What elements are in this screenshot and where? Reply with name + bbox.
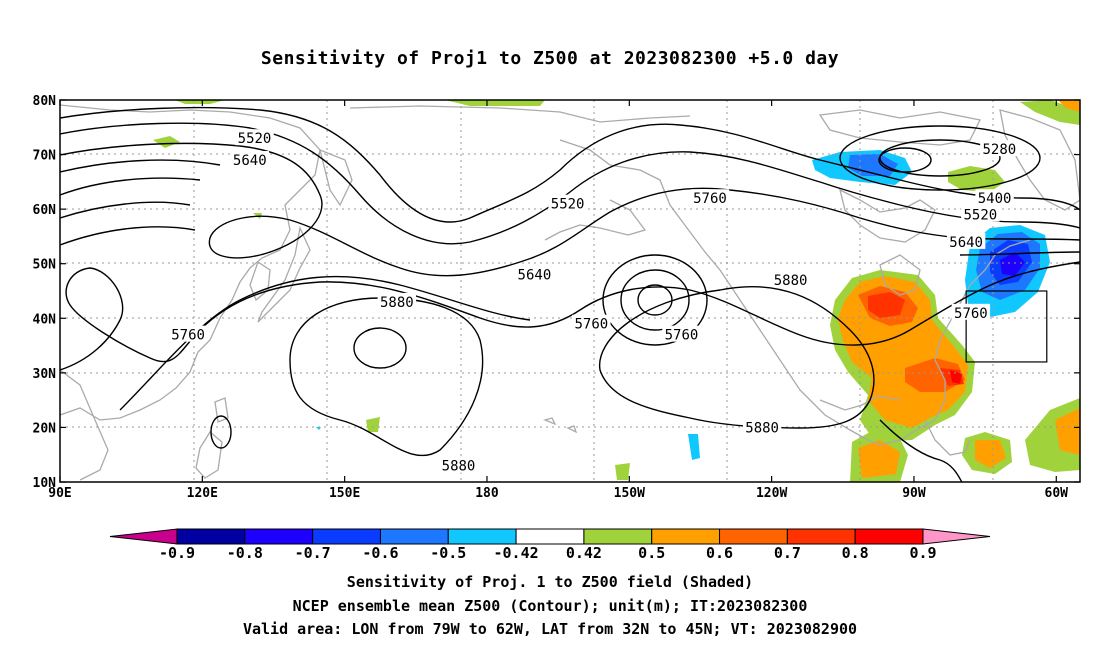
colorbar-segment <box>447 528 517 545</box>
lat-tick-label: 30N <box>33 367 57 382</box>
lon-tick-label: 150W <box>614 486 645 501</box>
colorbar-segment <box>379 528 449 545</box>
contour-label: 5640 <box>233 153 267 169</box>
colorbar-label: -0.42 <box>494 544 539 562</box>
contour-label: 5520 <box>551 197 585 213</box>
colorbar-label: -0.6 <box>362 544 398 562</box>
contour-label: 5520 <box>238 131 272 147</box>
lat-tick-label: 40N <box>33 312 57 327</box>
contour-label: 5520 <box>964 208 998 224</box>
colorbar: -0.9 -0.8 -0.7 -0.6 -0.5 -0.42 0.42 0.5 0.6 0.7 0.… <box>109 528 991 562</box>
lat-tick-label: 10N <box>33 476 57 491</box>
lon-tick-label: 90W <box>902 486 926 501</box>
contour-label-bg <box>572 314 611 331</box>
lat-tick-label: 70N <box>33 149 57 164</box>
contour-label-bg <box>377 292 417 309</box>
colorbar-segment <box>176 528 246 545</box>
colorbar-label: -0.5 <box>430 544 466 562</box>
lat-tick-label: 80N <box>33 94 57 109</box>
contour-label-bg <box>771 271 810 288</box>
colorbar-segment <box>651 528 721 545</box>
contour-label: 5280 <box>982 142 1016 158</box>
contour-label-bg <box>230 151 269 168</box>
contour-label-bg <box>951 303 991 320</box>
contour-label-bg <box>548 194 587 211</box>
contour-label-bg <box>235 129 274 146</box>
lon-tick-label: 120W <box>756 486 787 501</box>
contour-label: 5880 <box>442 459 476 475</box>
colorbar-label: -0.7 <box>295 544 331 562</box>
colorbar-segment <box>719 528 788 545</box>
contour-label: 5880 <box>380 295 414 311</box>
colorbar-segment <box>786 528 856 545</box>
map-frame <box>59 99 1081 483</box>
contour-label: 5760 <box>954 306 988 322</box>
contour-label-bg <box>662 325 701 342</box>
lon-tick-label: 120E <box>187 486 218 501</box>
lon-tick-label: 150E <box>329 486 360 501</box>
colorbar-segment <box>583 528 653 545</box>
lat-tick-label: 60N <box>33 203 57 218</box>
lat-tick-label: 20N <box>33 421 57 436</box>
contour-label-bg <box>168 325 208 342</box>
footer-line-3: Valid area: LON from 79W to 62W, LAT fro… <box>242 620 858 638</box>
colorbar-segment <box>244 528 314 545</box>
lon-tick-label: 60W <box>1045 486 1069 501</box>
contour-label: 5760 <box>574 317 608 333</box>
contour-label: 5640 <box>949 235 983 251</box>
lon-tick-label: 90E <box>48 486 71 501</box>
contour-label: 5880 <box>774 273 808 289</box>
sensitivity-shading <box>153 100 1080 482</box>
contour-label: 5760 <box>171 328 205 344</box>
map-title: Sensitivity of Proj1 to Z500 at 20230823… <box>260 48 840 69</box>
contour-label: 5640 <box>518 268 552 284</box>
colorbar-label: 0.42 <box>566 544 602 562</box>
colorbar-low-arrow <box>109 528 178 545</box>
colorbar-segment <box>854 528 924 545</box>
contour-label: 5400 <box>978 191 1012 207</box>
colorbar-segment <box>312 528 381 545</box>
contour-label-bg <box>961 205 1000 222</box>
colorbar-label: -0.8 <box>227 544 263 562</box>
contour-label-bg <box>515 265 554 282</box>
valid-area-box <box>965 290 1048 363</box>
contour-label: 5760 <box>693 191 727 207</box>
contour-label-bg <box>975 189 1014 206</box>
colorbar-segment <box>515 528 585 545</box>
footer-line-1: Sensitivity of Proj. 1 to Z500 field (Sh… <box>346 573 754 591</box>
z500-contours <box>60 106 1080 482</box>
colorbar-label: -0.9 <box>159 544 195 562</box>
contour-label-bg <box>742 418 782 435</box>
lon-tick-label: 180 <box>475 486 499 501</box>
colorbar-label: 0.9 <box>909 544 936 562</box>
contour-label-bg <box>946 232 986 249</box>
colorbar-high-arrow <box>922 528 991 545</box>
contour-label-bg <box>439 456 478 473</box>
axis-ticks: 90E 120E 150E 180 150W 120W 90W 60W 10N 20N 30N 40N… <box>33 94 1080 501</box>
colorbar-label: 0.8 <box>842 544 869 562</box>
contour-label: 5880 <box>745 420 779 436</box>
contour-label: 5760 <box>665 328 699 344</box>
colorbar-label: 0.5 <box>638 544 665 562</box>
contour-label-bg <box>980 140 1019 157</box>
contour-label-bg <box>690 189 730 206</box>
colorbar-label: 0.6 <box>706 544 733 562</box>
footer-line-2: NCEP ensemble mean Z500 (Contour); unit(… <box>292 597 808 615</box>
colorbar-label: 0.7 <box>774 544 801 562</box>
lat-tick-label: 50N <box>33 258 57 273</box>
